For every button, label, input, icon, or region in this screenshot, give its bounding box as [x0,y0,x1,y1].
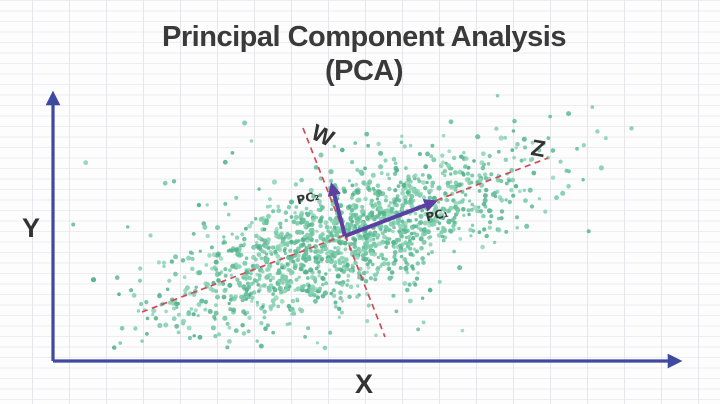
pc1-label: PC₁ [424,206,449,225]
pc2-vector-arrow [327,182,347,237]
principal-axis-z-dashed-line [141,157,549,313]
chart-title-line1: Principal Component Analysis [162,21,566,53]
principal-axis-w-dashed-line [302,127,386,338]
x-axis-label: X [355,369,373,399]
z-direction-label: Z [529,134,547,162]
pc2-label: PC₂ [295,189,320,208]
pc1-vector-arrow [344,199,438,238]
y-axis-label: Y [22,213,40,243]
chart-title-line2: (PCA) [325,55,403,87]
scatter-points [71,94,634,351]
